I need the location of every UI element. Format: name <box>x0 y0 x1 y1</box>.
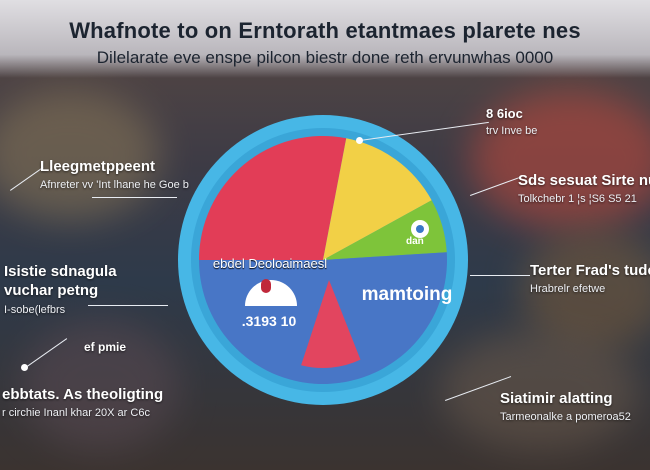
callout-heading: ef pmie <box>84 340 127 354</box>
callout-subtext: r circhie Inanl khar 20X ar C6c <box>2 407 150 419</box>
center-value: .3193 10 <box>242 313 297 329</box>
background-blob <box>20 320 180 450</box>
callout-heading: Terter Frad's tudc <box>530 262 650 279</box>
callout-heading: ebbtats. As theoligting <box>2 386 164 403</box>
inner-badge-group: dan <box>406 220 429 247</box>
callout-left-1: Lleegmetppeent Afnreter vv 'Int lhane he… <box>40 158 189 191</box>
callout-heading: Siatimir alatting <box>500 390 613 407</box>
callout-right-1: 8 6ioc trv Inve be <box>486 106 537 137</box>
slice-label-right: mamtoing <box>362 284 453 305</box>
center-badge <box>245 279 297 306</box>
callout-subtext: Hrabrelr efetwe <box>530 283 606 295</box>
callout-left-4: ebbtats. As theoligting r circhie Inanl … <box>2 386 163 419</box>
callout-right-2: Sds sesuat Sirte nu Tolkchebr 1 ¦s ¦S6 S… <box>518 172 650 205</box>
page-subtitle: Dilelarate eve enspe pilcon biestr done … <box>96 48 554 67</box>
callout-heading: Lleegmetppeent <box>40 158 156 175</box>
callout-heading: Sds sesuat Sirte nu <box>518 172 650 189</box>
inner-badge: dan <box>406 236 424 247</box>
pie-slice-2 <box>323 138 432 260</box>
leader-line <box>88 305 168 306</box>
header-banner <box>0 0 650 78</box>
callout-heading: Isistie sdnagula vuchar petng <box>4 263 117 299</box>
callout-left-2: Isistie sdnagula vuchar petng I-sobe(lef… <box>4 262 154 316</box>
callout-subtext: Tarmeonalke a pomeroa52 <box>500 411 631 423</box>
background-blob <box>0 90 160 220</box>
background-blob <box>470 90 650 230</box>
callout-subtext: Afnreter vv 'Int lhane he Goe b <box>40 179 189 191</box>
callout-heading: 8 6ioc <box>486 106 523 121</box>
callout-subtext: trv Inve be <box>486 125 538 137</box>
callout-right-4: Siatimir alatting Tarmeonalke a pomeroa5… <box>500 390 631 423</box>
lower-slice <box>301 280 361 368</box>
slice-label-left: ebdel Deoloaimaesl <box>213 256 327 271</box>
leader-line <box>92 197 177 198</box>
pie-slice-3 <box>323 200 447 260</box>
callout-dot <box>356 137 363 144</box>
callout-right-3: Terter Frad's tudc Hrabrelr efetwe <box>530 262 650 295</box>
leader-line <box>470 275 530 276</box>
callout-left-3: ef pmie <box>84 340 126 354</box>
callout-dot <box>21 364 28 371</box>
callout-subtext: I-sobe(lefbrs <box>4 304 66 316</box>
page-title: Whafnote to on Erntorath etantmaes plare… <box>69 18 581 43</box>
pie-slice-1 <box>199 136 347 260</box>
callout-subtext: Tolkchebr 1 ¦s ¦S6 S5 21 <box>518 193 637 205</box>
